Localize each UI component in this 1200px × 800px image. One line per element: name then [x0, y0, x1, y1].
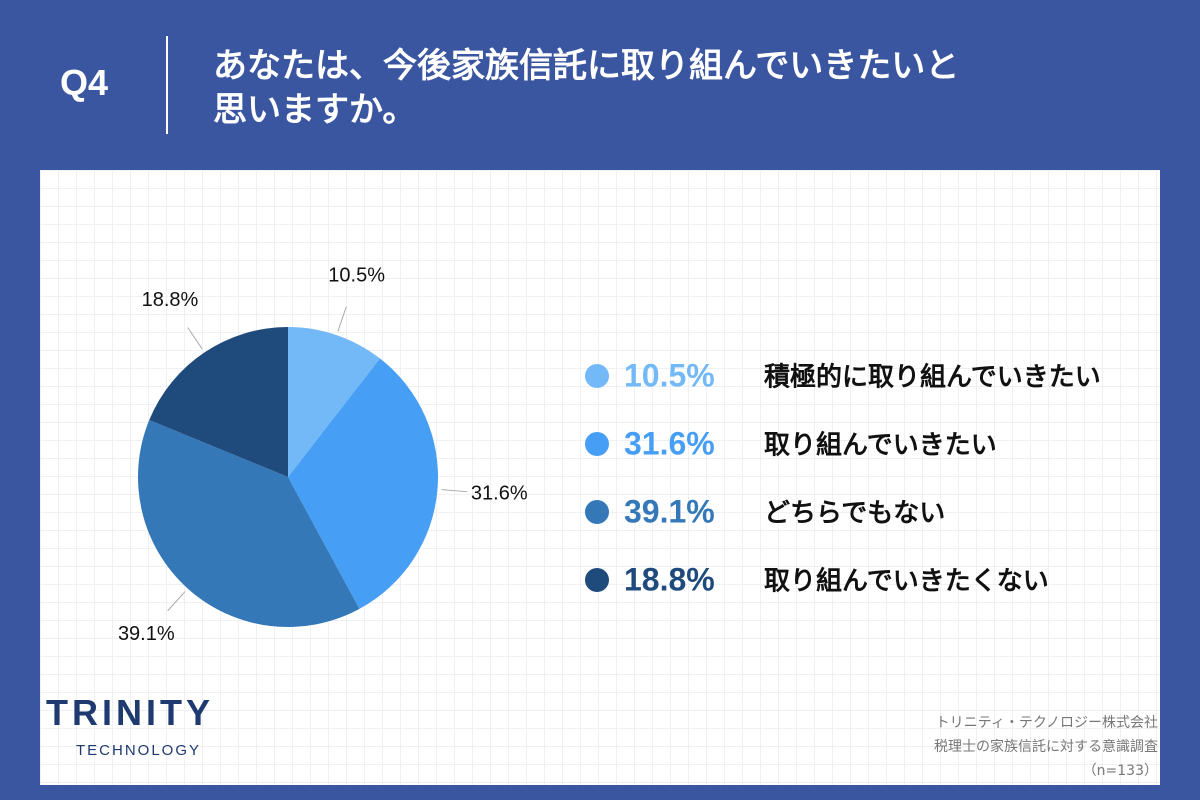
- footer-text: （n=133）: [1082, 763, 1158, 779]
- pie-slice: [288, 327, 380, 477]
- footer-text: トリニティ・テクノロジー株式会社: [935, 715, 1158, 731]
- legend-value: 10.5%: [624, 357, 715, 393]
- pie-slice: [137, 420, 360, 628]
- separator: [166, 36, 168, 134]
- legend-marker: [585, 500, 609, 524]
- leader-line: [187, 327, 203, 350]
- legend-marker: [585, 568, 609, 592]
- legend-label: 取り組んでいきたくない: [764, 566, 1049, 597]
- legend-label: 積極的に取り組んでいきたい: [764, 362, 1101, 393]
- leader-line: [167, 591, 186, 612]
- legend-value: 39.1%: [624, 493, 715, 529]
- legend-label: 取り組んでいきたい: [764, 430, 997, 461]
- leader-line: [441, 489, 468, 493]
- legend-marker: [585, 432, 609, 456]
- chart-title: あなたは、今後家族信託に取り組んでいきたいと思いますか。: [213, 46, 960, 130]
- logo-sub: TECHNOLOGY: [76, 742, 202, 759]
- leader-line: [337, 306, 347, 332]
- pie-slice: [149, 327, 288, 477]
- data-label: 39.1%: [118, 623, 175, 645]
- footer-text: 税理士の家族信託に対する意識調査: [934, 739, 1158, 755]
- pie-slice: [288, 358, 439, 609]
- legend-value: 31.6%: [624, 425, 715, 461]
- legend-value: 18.8%: [624, 561, 715, 597]
- data-label: 31.6%: [471, 483, 528, 505]
- data-label: 18.8%: [142, 289, 199, 311]
- legend-label: どちらでもない: [764, 499, 945, 529]
- data-label: 10.5%: [328, 265, 385, 287]
- legend-marker: [585, 364, 609, 388]
- question-number: Q4: [60, 62, 109, 103]
- logo-name: TRINITY: [46, 692, 214, 733]
